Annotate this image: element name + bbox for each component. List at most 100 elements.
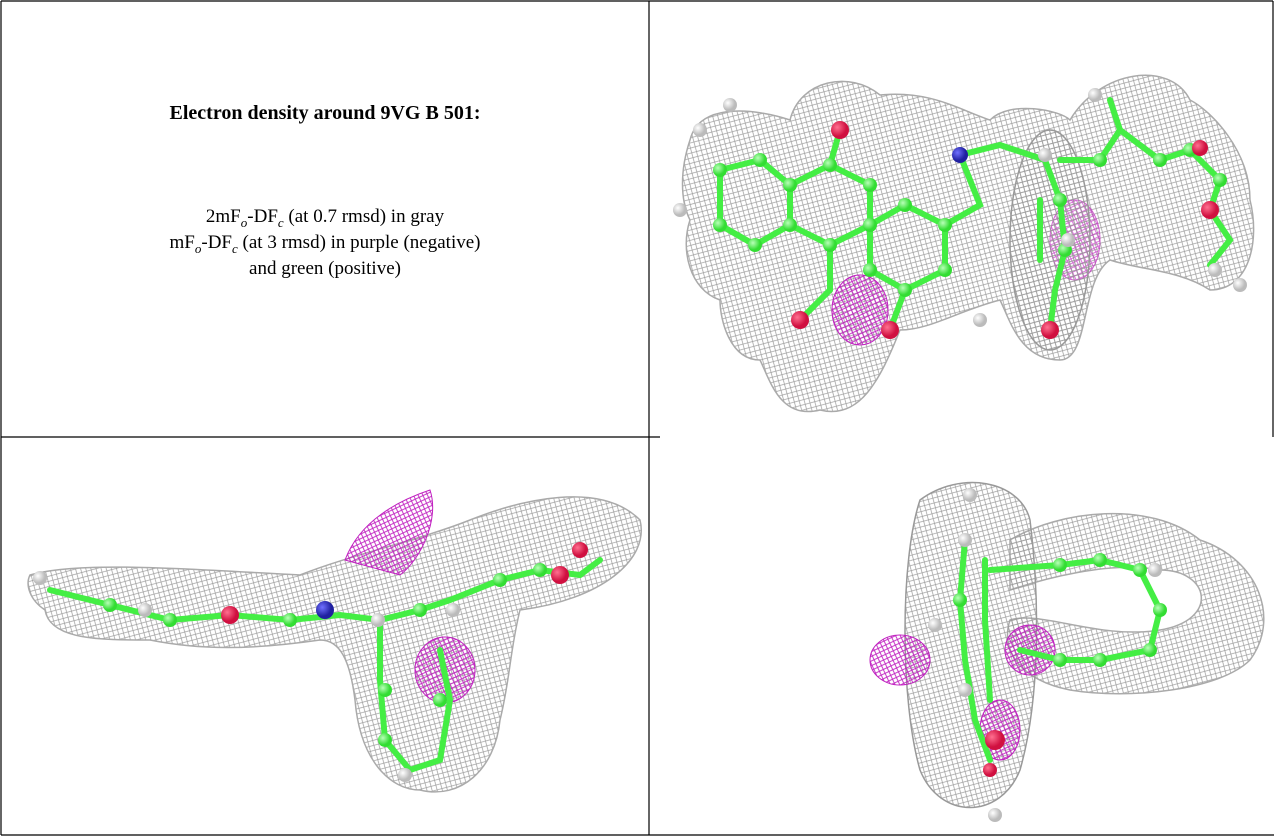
text: -DF [247, 206, 278, 227]
drawing-shape [831, 274, 889, 346]
drawing-shape [723, 98, 737, 112]
group [953, 553, 1167, 667]
drawing-shape [1041, 321, 1059, 339]
drawing-shape [344, 489, 434, 576]
group [928, 488, 1162, 822]
drawing-shape [956, 537, 993, 763]
text: 2mF [205, 206, 241, 227]
drawing-shape [938, 263, 952, 277]
drawing-shape [1038, 148, 1052, 162]
drawing-shape [1053, 558, 1067, 572]
drawing-shape [1009, 129, 1091, 351]
drawing-shape [551, 566, 569, 584]
drawing-shape [713, 163, 727, 177]
subscript: c [232, 240, 238, 256]
drawing-shape [985, 730, 1005, 750]
drawing-shape [787, 161, 873, 249]
text: -DF [201, 232, 232, 253]
drawing-shape [681, 74, 1255, 413]
drawing-shape [1143, 643, 1157, 657]
drawing-shape [1053, 193, 1067, 207]
drawing-shape [433, 693, 447, 707]
drawing-shape [1061, 233, 1075, 247]
group [673, 88, 1247, 327]
group [221, 542, 588, 624]
drawing-shape [1057, 97, 1124, 163]
drawing-shape [973, 313, 987, 327]
drawing-shape [982, 557, 993, 703]
drawing-shape [221, 606, 239, 624]
density-view-top [673, 74, 1255, 413]
legend-line: mFo-DFc (at 3 rmsd) in purple (negative) [2, 232, 648, 257]
drawing-shape [1093, 553, 1107, 567]
drawing-shape [1213, 173, 1227, 187]
drawing-shape [1233, 278, 1247, 292]
drawing-shape [1148, 563, 1162, 577]
drawing-shape [378, 683, 392, 697]
drawing-shape [27, 496, 642, 793]
drawing-shape [1093, 653, 1107, 667]
drawing-shape [1133, 563, 1147, 577]
drawing-shape [103, 598, 117, 612]
legend-cell: Electron density around 9VG B 501: 2mFo-… [2, 2, 648, 436]
drawing-shape [398, 768, 412, 782]
drawing-shape [1093, 153, 1107, 167]
drawing-shape [283, 613, 297, 627]
drawing-shape [371, 613, 385, 627]
drawing-shape [1088, 88, 1102, 102]
drawing-shape [413, 603, 427, 617]
drawing-shape [952, 147, 968, 163]
drawing-shape [963, 488, 977, 502]
drawing-shape [791, 311, 809, 329]
drawing-shape [898, 283, 912, 297]
drawing-shape [938, 218, 952, 232]
drawing-shape [823, 238, 837, 252]
drawing-shape [533, 563, 547, 577]
drawing-shape [33, 571, 47, 585]
drawing-shape [138, 603, 152, 617]
text: and green (positive) [249, 258, 401, 279]
drawing-shape [783, 218, 797, 232]
drawing-shape [958, 533, 972, 547]
subscript: c [277, 214, 284, 230]
drawing-shape [831, 121, 849, 139]
drawing-shape [753, 153, 767, 167]
legend-title: Electron density around 9VG B 501: [169, 102, 481, 124]
drawing-shape [928, 618, 942, 632]
group [316, 601, 334, 619]
legend-line: and green (positive) [2, 258, 648, 280]
drawing-shape [446, 603, 460, 617]
drawing-shape [958, 683, 972, 697]
legend-line: 2mFo-DFc (at 0.7 rmsd) in gray [2, 206, 648, 231]
drawing-shape [881, 321, 899, 339]
group [713, 143, 1227, 297]
drawing-shape [869, 634, 931, 686]
drawing-shape [748, 238, 762, 252]
drawing-shape [783, 178, 797, 192]
text: (at 0.7 rmsd) in gray [283, 206, 445, 227]
drawing-shape [572, 542, 588, 558]
drawing-shape [797, 242, 833, 323]
group [952, 147, 968, 163]
drawing-shape [988, 808, 1002, 822]
drawing-shape [316, 601, 334, 619]
drawing-shape [673, 203, 687, 217]
group [103, 563, 547, 747]
group [33, 571, 460, 782]
drawing-shape [377, 617, 454, 774]
drawing-shape [713, 218, 727, 232]
drawing-shape [863, 178, 877, 192]
density-view-end [869, 481, 1265, 822]
drawing-shape [983, 763, 997, 777]
drawing-shape [378, 733, 392, 747]
drawing-shape [863, 263, 877, 277]
drawing-shape [1053, 653, 1067, 667]
subscript: o [194, 240, 202, 256]
drawing-shape [1208, 263, 1222, 277]
drawing-shape [898, 198, 912, 212]
drawing-shape [1153, 153, 1167, 167]
subscript: o [240, 214, 248, 230]
